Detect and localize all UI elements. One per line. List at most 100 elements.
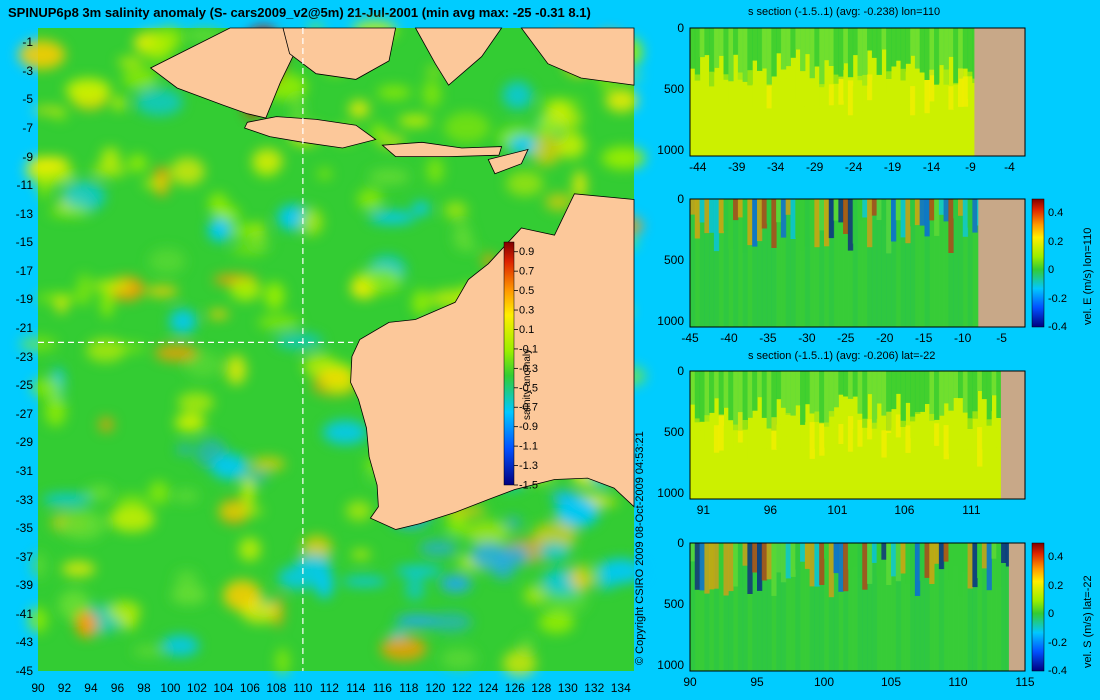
sec1-x-tick-label: -14 [922, 160, 941, 174]
velocity-column [862, 543, 868, 590]
salinity-column [948, 28, 954, 57]
eddy [322, 420, 368, 445]
eddy [370, 123, 387, 140]
velocity-column-deep [766, 543, 772, 671]
velocity-column-deep [771, 199, 777, 327]
salinity-column-mid [690, 415, 696, 438]
salinity-column-mid [948, 86, 954, 110]
velocity-column [828, 543, 835, 598]
eddy [240, 599, 279, 624]
velocity-column-deep [895, 543, 902, 671]
velocity-column [914, 543, 921, 596]
velocity-column [857, 543, 863, 578]
eddy [464, 242, 478, 252]
velocity-column [905, 199, 911, 244]
velocity-column [871, 199, 878, 216]
eddy [27, 157, 70, 168]
velocity-column-deep [824, 543, 830, 671]
velocity-column-deep [737, 543, 744, 671]
sec1-x-tick-label: -9 [965, 160, 976, 174]
salinity-column-mid [958, 421, 964, 452]
eddy [174, 413, 206, 432]
velocity-south-colorbar [1031, 542, 1045, 672]
salinity-column-mid [996, 420, 1002, 448]
eddy [135, 88, 183, 116]
salinity-column [699, 371, 705, 422]
map-x-tick-label: 108 [266, 681, 287, 695]
sec3-y-tick-label: 1000 [657, 485, 684, 500]
sec1-x-tick-label: -19 [883, 160, 902, 174]
velocity-column-deep [943, 199, 949, 327]
map-y-tick-label: -23 [15, 349, 33, 364]
section-frame [689, 198, 1026, 328]
salinity-column [694, 371, 701, 423]
velocity-column [718, 543, 724, 596]
velocity-column-deep [757, 543, 763, 671]
eddy [361, 267, 402, 294]
salinity-column-mid [991, 411, 997, 448]
salinity-column-mid [713, 425, 720, 453]
salinity-column [800, 371, 806, 425]
map-x-tick-label: 134 [610, 681, 631, 695]
map-y-tick-label: -17 [15, 263, 33, 278]
sec2-x-tick-label: -20 [876, 331, 894, 345]
velocity-column-deep [843, 199, 849, 327]
salinity-column [929, 371, 935, 421]
salinity-column [962, 371, 969, 413]
velocity-column [785, 199, 791, 215]
velocity-column-deep [919, 199, 925, 327]
eddy [146, 286, 178, 297]
velocity-column [795, 199, 801, 238]
salinity-column-mid [852, 86, 858, 120]
eddy [368, 168, 410, 185]
eddy [538, 611, 575, 634]
velocity-column [986, 543, 992, 591]
eddy [315, 567, 334, 599]
salinity-column [967, 28, 973, 77]
eddy [380, 636, 427, 662]
salinity-column-mid [795, 429, 801, 450]
velocity-column [761, 199, 768, 229]
salinity-column [761, 28, 768, 69]
velocity-column-deep [809, 543, 815, 671]
salinity-column [785, 28, 791, 67]
section-land [1008, 543, 1025, 671]
salinity-column [929, 28, 935, 76]
velocity-column-deep [938, 543, 945, 671]
sec1-x-tick-label: -29 [805, 160, 824, 174]
velocity-column-deep [795, 543, 801, 671]
velocity-column-deep [857, 199, 863, 327]
salinity-column [905, 28, 911, 64]
eddy [601, 146, 646, 170]
cb2-tick-label: -0.2 [1048, 292, 1067, 305]
velocity-column-deep [871, 199, 878, 327]
salinity-column-mid [867, 74, 873, 101]
eddy [31, 378, 62, 398]
velocity-column [795, 543, 801, 570]
map-y-tick-label: -31 [15, 463, 33, 478]
moluccas-land [520, 27, 635, 86]
velocity-column [780, 199, 787, 238]
salinity-column [886, 28, 892, 79]
eddy [429, 612, 473, 633]
colorbar-tick-label: -0.7 [519, 402, 538, 414]
velocity-column [972, 543, 978, 588]
salinity-column [867, 371, 873, 395]
salinity-column [785, 371, 791, 415]
velocity-column [948, 199, 954, 253]
map-x-tick-label: 92 [57, 681, 72, 695]
salinity-column-mid [694, 74, 701, 111]
map-x-tick-label: 118 [399, 681, 419, 695]
velocity-column [1001, 543, 1007, 563]
velocity-column-deep [914, 199, 921, 327]
sec1-x-tick-label: -44 [689, 160, 707, 174]
eddy [60, 510, 106, 540]
velocity-column-deep [728, 543, 734, 671]
salinity-column [828, 371, 835, 417]
eddy [405, 577, 425, 601]
salinity-column [795, 28, 801, 50]
velocity-column-deep [914, 543, 921, 671]
velocity-column [766, 543, 772, 580]
velocity-column [871, 543, 878, 563]
eddy [174, 569, 199, 589]
